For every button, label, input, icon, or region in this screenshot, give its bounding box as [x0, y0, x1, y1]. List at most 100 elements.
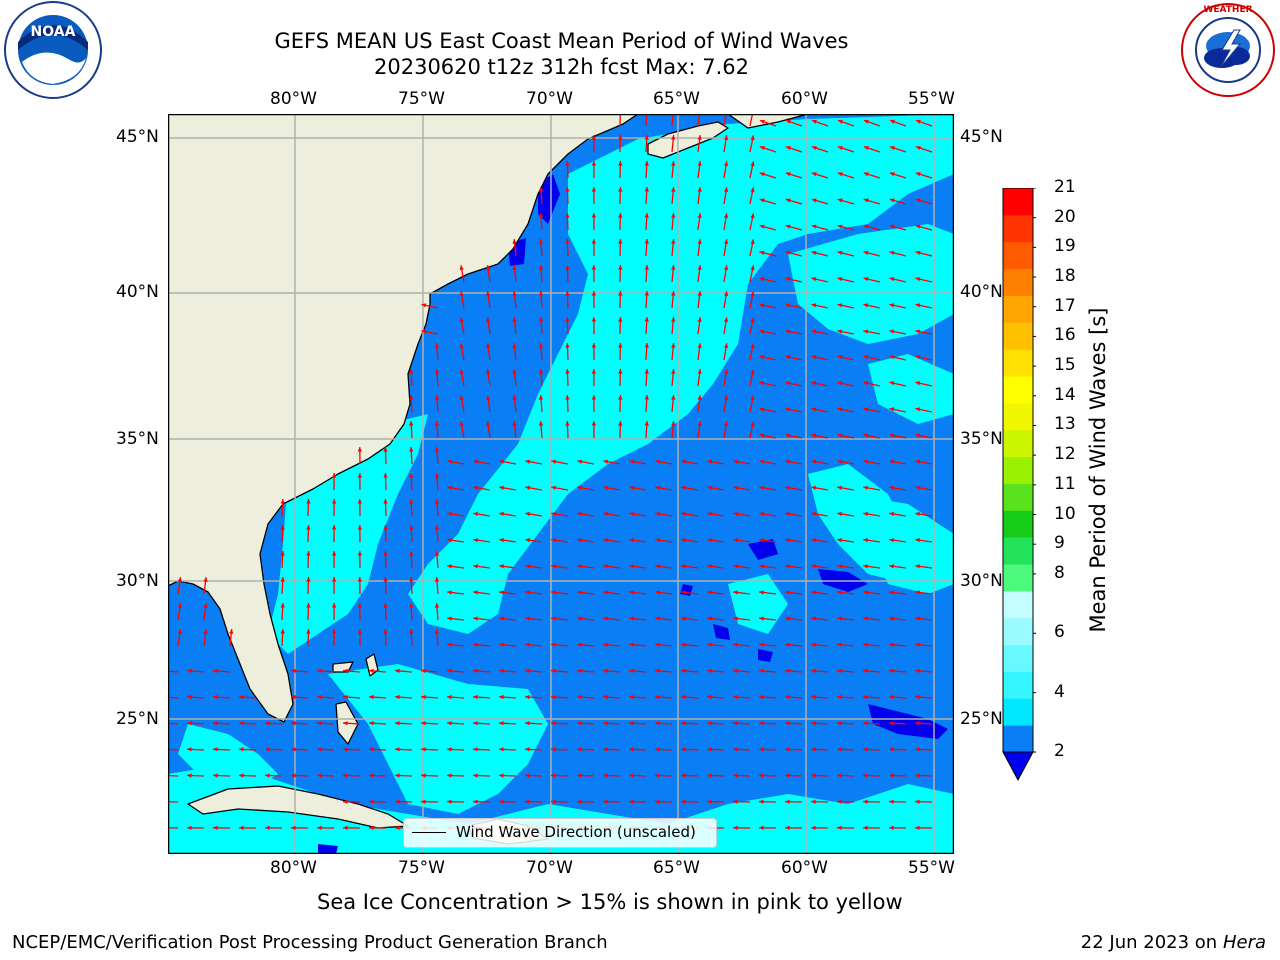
wave-direction-arrowhead: [750, 369, 755, 375]
wave-direction-arrowhead: [629, 564, 634, 569]
wave-direction-arrowhead: [565, 265, 570, 270]
wave-direction-arrowhead: [603, 590, 608, 595]
date-stamp: 22 Jun 2023 on Hera: [1081, 932, 1266, 953]
wave-direction-arrowhead: [889, 433, 895, 438]
wave-direction-arrowhead: [486, 421, 491, 426]
wave-direction-arrowhead: [915, 354, 921, 360]
colorbar-bin: [1003, 429, 1033, 458]
wave-direction-arrowhead: [759, 119, 765, 124]
colorbar-under-extension: [1002, 751, 1034, 782]
wave-direction-arrowhead: [409, 447, 414, 452]
wave-direction-arrowhead: [343, 694, 348, 700]
wave-direction-arrowhead: [723, 317, 729, 323]
wave-direction-arrowhead: [863, 694, 868, 700]
wave-direction-arrowhead: [785, 459, 791, 464]
wave-direction-arrowhead: [863, 354, 869, 360]
wave-direction-arrowhead: [863, 668, 868, 674]
wave-direction-arrowhead: [759, 329, 765, 334]
wave-direction-arrowhead: [565, 369, 570, 374]
wave-direction-arrowhead: [551, 694, 556, 700]
lon-label-top: 55°W: [908, 89, 955, 109]
wave-direction-arrowhead: [421, 799, 426, 804]
wave-direction-arrowhead: [603, 485, 609, 491]
colorbar-tick-label: 8: [1054, 562, 1065, 583]
wave-direction-arrowhead: [644, 421, 649, 426]
wave-direction-arrowhead: [499, 564, 504, 569]
wave-direction-arrowhead: [486, 317, 491, 322]
colorbar-label: Mean Period of Wind Waves [s]: [1086, 307, 1110, 633]
wave-direction-arrowhead: [707, 773, 712, 778]
us-mainland: [168, 114, 639, 723]
wave-direction-arrowhead: [538, 343, 544, 348]
wave-direction-arrowhead: [473, 799, 478, 804]
wave-direction-arrowhead: [409, 577, 414, 582]
wave-direction-arrowhead: [447, 564, 452, 569]
wave-direction-arrowhead: [811, 538, 816, 543]
lon-label-top: 80°W: [270, 89, 317, 109]
wave-direction-arrowhead: [239, 721, 244, 726]
wave-direction-arrowhead: [733, 773, 738, 778]
wave-direction-arrowhead: [280, 577, 285, 582]
lat-label-left: 40°N: [116, 282, 159, 302]
wave-direction-arrowhead: [723, 395, 729, 401]
wave-direction-arrowhead: [618, 317, 623, 322]
wave-direction-arrowhead: [785, 668, 790, 674]
wave-direction-arrowhead: [915, 277, 921, 282]
wave-direction-arrowhead: [863, 616, 868, 621]
wave-direction-arrowhead: [759, 381, 765, 386]
wave-direction-arrowhead: [473, 590, 478, 595]
wave-direction-arrowhead: [203, 577, 208, 582]
colorbar-bin: [1003, 402, 1033, 431]
wave-direction-arrowhead: [434, 551, 440, 556]
wave-direction-arrowhead: [343, 721, 348, 726]
wave-direction-arrowhead: [811, 799, 816, 804]
wave-direction-arrowhead: [837, 381, 843, 386]
wave-direction-arrowhead: [306, 603, 311, 608]
wave-direction-arrowhead: [369, 721, 374, 726]
wave-direction-arrowhead: [785, 721, 790, 726]
wave-direction-arrowhead: [473, 694, 478, 700]
wave-direction-arrowhead: [538, 187, 544, 192]
wave-direction-arrowhead: [733, 721, 738, 726]
wave-direction-arrowhead: [577, 616, 582, 621]
lon-label-bottom: 80°W: [270, 858, 317, 878]
sea-ice-note-text: Sea Ice Concentration > 15% is shown in …: [317, 890, 903, 914]
lat-label-left: 25°N: [116, 709, 159, 729]
wave-direction-arrowhead: [811, 303, 817, 308]
wave-direction-arrowhead: [409, 551, 414, 556]
wave-direction-arrowhead: [759, 668, 764, 674]
wave-direction-arrowhead: [486, 395, 491, 400]
wave-direction-arrowhead: [331, 473, 337, 478]
colorbar-bin: [1003, 671, 1033, 699]
wave-direction-arrowhead: [434, 447, 440, 452]
lon-label-bottom: 70°W: [526, 858, 573, 878]
wave-direction-arrowhead: [759, 303, 765, 308]
wave-direction-arrowhead: [577, 590, 582, 595]
wave-direction-arrowhead: [591, 213, 597, 218]
wave-direction-arrowhead: [383, 577, 388, 582]
wave-direction-arrowhead: [591, 369, 597, 374]
wave-direction-arrowhead: [447, 773, 452, 778]
wave-direction-arrowhead: [369, 694, 374, 700]
wave-direction-arrowhead: [409, 499, 414, 504]
wave-direction-arrowhead: [395, 825, 400, 831]
wave-direction-arrowhead: [473, 459, 479, 464]
wave-direction-arrowhead: [306, 577, 311, 582]
lon-label-top: 60°W: [781, 89, 828, 109]
wave-direction-arrowhead: [759, 224, 765, 229]
wave-direction-arrowhead: [863, 329, 869, 334]
wave-direction-arrowhead: [551, 564, 556, 569]
wave-direction-arrowhead: [889, 407, 895, 412]
colorbar-tick-label: 21: [1054, 177, 1076, 197]
wave-direction-arrowhead: [750, 135, 755, 141]
wave-direction-arrowhead: [512, 317, 517, 322]
wave-direction-arrowhead: [671, 187, 676, 192]
wave-direction-arrowhead: [577, 511, 583, 517]
wave-direction-arrowhead: [889, 224, 895, 229]
wave-direction-arrowhead: [603, 721, 608, 726]
wave-direction-arrowhead: [280, 603, 285, 608]
wave-direction-arrowhead: [655, 773, 660, 778]
wave-direction-arrowhead: [697, 369, 702, 374]
chart-subtitle: 20230620 t12z 312h fcst Max: 7.62: [374, 55, 749, 79]
wave-direction-arrowhead: [538, 317, 544, 322]
